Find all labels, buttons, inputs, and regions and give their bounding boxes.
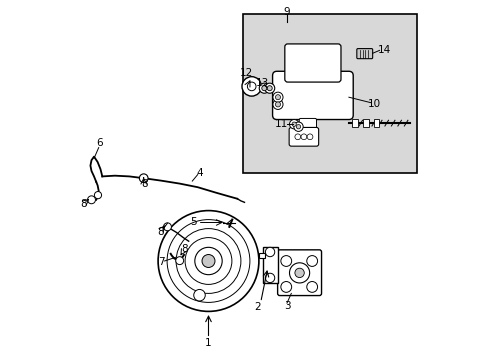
Bar: [258, 253, 265, 258]
Circle shape: [275, 102, 280, 107]
Text: 8: 8: [181, 244, 188, 254]
Circle shape: [291, 122, 296, 126]
Text: 3: 3: [283, 301, 290, 311]
Circle shape: [202, 255, 215, 267]
Circle shape: [294, 134, 300, 140]
Circle shape: [293, 122, 303, 131]
Text: 8: 8: [157, 227, 164, 237]
Circle shape: [175, 257, 183, 265]
Circle shape: [306, 256, 317, 266]
Circle shape: [158, 211, 258, 311]
Circle shape: [306, 282, 317, 292]
Text: 6: 6: [96, 138, 103, 148]
Text: 11: 11: [274, 119, 287, 129]
Text: 1: 1: [205, 338, 211, 348]
Circle shape: [139, 174, 148, 183]
Circle shape: [163, 223, 171, 231]
Circle shape: [242, 77, 261, 96]
Circle shape: [261, 86, 266, 91]
Circle shape: [280, 256, 291, 266]
Circle shape: [94, 192, 102, 199]
FancyBboxPatch shape: [277, 250, 321, 296]
Circle shape: [296, 125, 300, 129]
Text: 5: 5: [190, 217, 196, 228]
Bar: [352, 119, 357, 127]
Circle shape: [266, 86, 272, 91]
FancyBboxPatch shape: [299, 118, 316, 130]
Text: 13: 13: [255, 78, 268, 88]
Circle shape: [306, 134, 312, 140]
Text: 9: 9: [283, 6, 290, 17]
Circle shape: [247, 82, 256, 91]
Circle shape: [289, 120, 298, 129]
Circle shape: [264, 83, 274, 93]
Circle shape: [259, 83, 269, 93]
Text: 7: 7: [157, 257, 164, 267]
Text: 4: 4: [196, 168, 203, 178]
Circle shape: [87, 196, 95, 204]
Text: 12: 12: [239, 68, 252, 78]
Circle shape: [265, 273, 274, 283]
Text: 2: 2: [253, 302, 260, 312]
Circle shape: [280, 282, 291, 292]
Text: 8: 8: [80, 199, 86, 210]
Bar: [242, 14, 416, 173]
Bar: [363, 119, 368, 127]
Circle shape: [301, 134, 306, 140]
FancyBboxPatch shape: [288, 127, 318, 146]
Text: 14: 14: [377, 45, 390, 55]
Circle shape: [272, 92, 283, 102]
Circle shape: [294, 268, 304, 278]
Circle shape: [275, 95, 280, 100]
Circle shape: [289, 263, 309, 283]
Circle shape: [265, 247, 274, 257]
Bar: [373, 119, 379, 127]
Circle shape: [194, 247, 222, 275]
FancyBboxPatch shape: [284, 44, 340, 82]
FancyBboxPatch shape: [272, 71, 352, 120]
FancyBboxPatch shape: [356, 49, 372, 59]
Text: 10: 10: [367, 99, 381, 109]
Circle shape: [193, 289, 205, 301]
Text: 8: 8: [141, 179, 147, 189]
Bar: [262, 247, 277, 283]
Circle shape: [272, 99, 283, 109]
